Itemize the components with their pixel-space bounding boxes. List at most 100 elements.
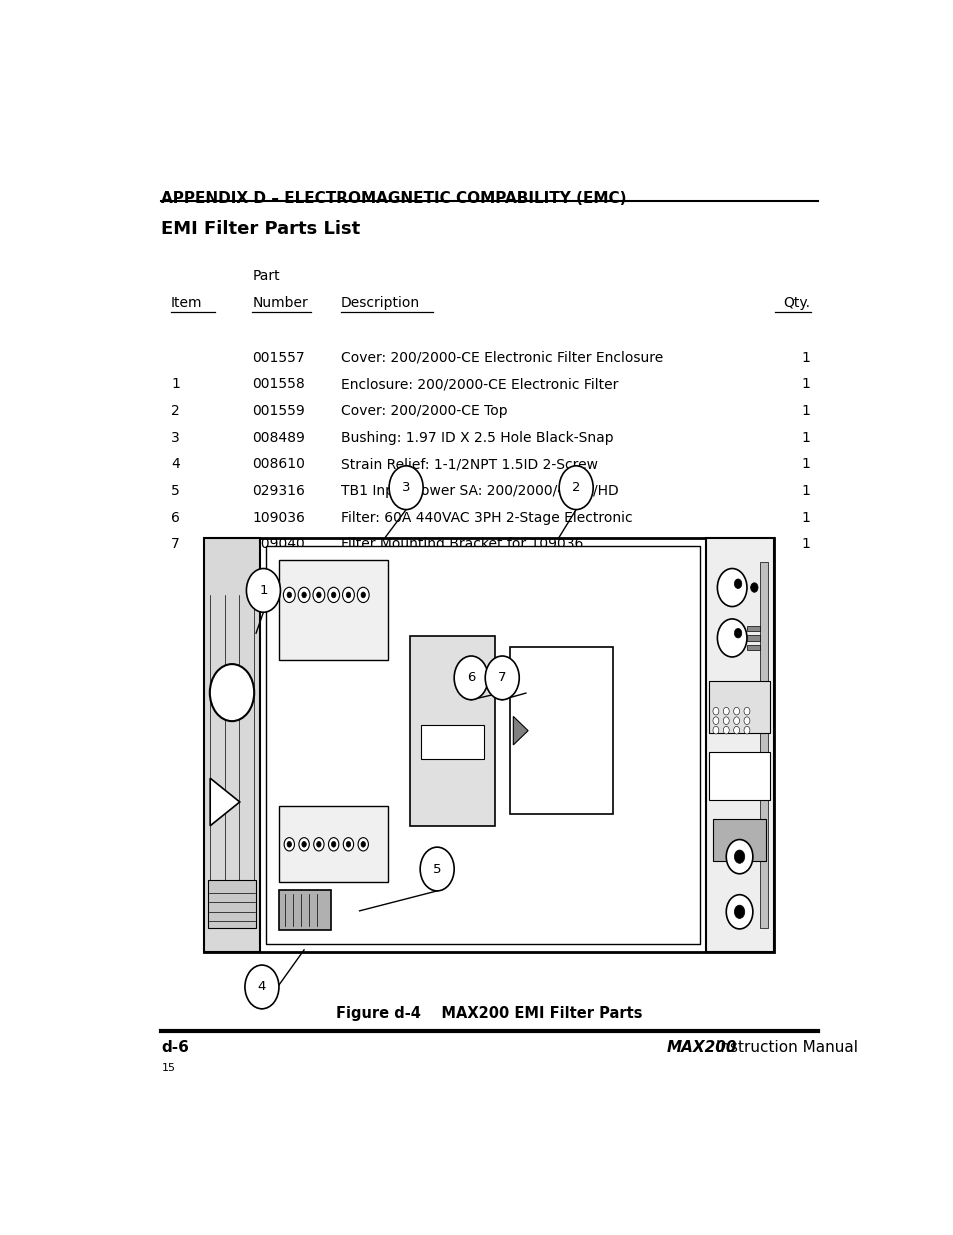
Circle shape — [360, 592, 365, 598]
FancyBboxPatch shape — [204, 538, 259, 952]
Circle shape — [733, 708, 739, 715]
Circle shape — [245, 965, 278, 1009]
FancyBboxPatch shape — [712, 819, 765, 862]
Text: 1: 1 — [801, 431, 810, 445]
Text: 1: 1 — [801, 351, 810, 364]
Circle shape — [743, 708, 749, 715]
Circle shape — [712, 716, 719, 725]
Text: Cover: 200/2000-CE Top: Cover: 200/2000-CE Top — [341, 404, 507, 417]
Text: d-6: d-6 — [161, 1040, 189, 1055]
Circle shape — [734, 905, 744, 919]
Text: 1: 1 — [801, 484, 810, 498]
Circle shape — [343, 837, 354, 851]
FancyBboxPatch shape — [708, 680, 769, 734]
Circle shape — [725, 894, 752, 929]
Text: Item: Item — [171, 295, 202, 310]
Text: 1: 1 — [801, 404, 810, 417]
Circle shape — [287, 841, 292, 847]
Text: TB1 Input-Power SA: 200/2000/4X00/HD: TB1 Input-Power SA: 200/2000/4X00/HD — [341, 484, 618, 498]
FancyBboxPatch shape — [746, 635, 760, 641]
Circle shape — [389, 466, 423, 510]
Text: 15: 15 — [161, 1063, 175, 1073]
Text: 029316: 029316 — [252, 484, 305, 498]
Circle shape — [722, 708, 728, 715]
Text: 6: 6 — [171, 510, 180, 525]
Text: 7: 7 — [171, 537, 179, 551]
Text: Description: Description — [341, 295, 419, 310]
Text: 109040: 109040 — [252, 537, 305, 551]
Text: 001558: 001558 — [252, 378, 305, 391]
Text: EMI Filter Parts List: EMI Filter Parts List — [161, 220, 360, 237]
Circle shape — [301, 841, 306, 847]
Circle shape — [712, 708, 719, 715]
FancyBboxPatch shape — [760, 562, 767, 927]
Circle shape — [419, 847, 454, 890]
Circle shape — [313, 588, 324, 603]
Circle shape — [287, 592, 292, 598]
Text: 5: 5 — [433, 862, 441, 876]
FancyBboxPatch shape — [410, 636, 495, 826]
Circle shape — [314, 837, 324, 851]
Circle shape — [298, 837, 309, 851]
Circle shape — [284, 837, 294, 851]
FancyBboxPatch shape — [705, 538, 773, 952]
FancyBboxPatch shape — [208, 881, 255, 927]
Text: Figure d-4    MAX200 EMI Filter Parts: Figure d-4 MAX200 EMI Filter Parts — [335, 1007, 641, 1021]
Text: 3: 3 — [401, 482, 410, 494]
Text: Strain Relief: 1-1/2NPT 1.5ID 2-Screw: Strain Relief: 1-1/2NPT 1.5ID 2-Screw — [341, 457, 598, 472]
FancyBboxPatch shape — [265, 546, 699, 944]
Circle shape — [485, 656, 518, 700]
Circle shape — [558, 466, 593, 510]
Text: 1: 1 — [259, 584, 268, 597]
Text: 1: 1 — [801, 537, 810, 551]
Circle shape — [717, 568, 746, 606]
Circle shape — [342, 588, 354, 603]
Circle shape — [246, 568, 280, 613]
Circle shape — [298, 588, 310, 603]
Circle shape — [316, 841, 321, 847]
Circle shape — [331, 592, 335, 598]
Circle shape — [283, 588, 294, 603]
Text: 2: 2 — [171, 404, 179, 417]
Text: 2: 2 — [571, 482, 579, 494]
Circle shape — [346, 841, 351, 847]
Circle shape — [331, 841, 335, 847]
Circle shape — [734, 850, 744, 863]
Text: Filter Mounting Bracket for 109036: Filter Mounting Bracket for 109036 — [341, 537, 583, 551]
Text: MAX200: MAX200 — [665, 1040, 736, 1055]
Text: Enclosure: 200/2000-CE Electronic Filter: Enclosure: 200/2000-CE Electronic Filter — [341, 378, 618, 391]
Text: Part: Part — [252, 269, 279, 283]
Text: 4: 4 — [171, 457, 179, 472]
FancyBboxPatch shape — [509, 647, 613, 814]
FancyBboxPatch shape — [708, 752, 769, 799]
Circle shape — [722, 716, 728, 725]
Circle shape — [722, 726, 728, 734]
Text: APPENDIX D – ELECTROMAGNETIC COMPABILITY (EMC): APPENDIX D – ELECTROMAGNETIC COMPABILITY… — [161, 191, 626, 206]
Circle shape — [328, 837, 338, 851]
Text: 1: 1 — [801, 378, 810, 391]
FancyBboxPatch shape — [278, 890, 331, 930]
Text: Cover: 200/2000-CE Electronic Filter Enclosure: Cover: 200/2000-CE Electronic Filter Enc… — [341, 351, 662, 364]
Circle shape — [360, 841, 365, 847]
Circle shape — [454, 656, 488, 700]
Circle shape — [301, 592, 306, 598]
Text: 001557: 001557 — [252, 351, 305, 364]
FancyBboxPatch shape — [746, 645, 760, 651]
Circle shape — [210, 664, 253, 721]
Circle shape — [357, 588, 369, 603]
Text: 001559: 001559 — [252, 404, 305, 417]
FancyBboxPatch shape — [278, 806, 388, 882]
Circle shape — [717, 619, 746, 657]
Circle shape — [743, 716, 749, 725]
Circle shape — [328, 588, 339, 603]
Circle shape — [734, 629, 741, 638]
Circle shape — [733, 726, 739, 734]
Text: Filter: 60A 440VAC 3PH 2-Stage Electronic: Filter: 60A 440VAC 3PH 2-Stage Electroni… — [341, 510, 632, 525]
Circle shape — [316, 592, 321, 598]
Polygon shape — [513, 716, 528, 745]
Text: 1: 1 — [171, 378, 180, 391]
FancyBboxPatch shape — [420, 725, 483, 760]
Circle shape — [734, 579, 741, 589]
Text: 008610: 008610 — [252, 457, 305, 472]
Polygon shape — [210, 778, 239, 826]
